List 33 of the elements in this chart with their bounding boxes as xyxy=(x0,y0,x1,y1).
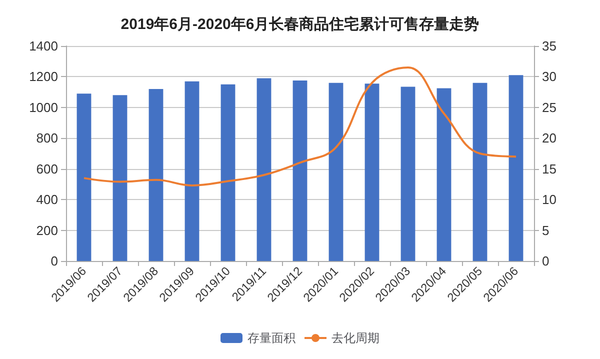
y-tick-label: 0 xyxy=(50,254,58,268)
legend-label: 存量面积 xyxy=(248,331,296,345)
y-tick-label: 200 xyxy=(36,222,58,238)
y2-tick-label: 15 xyxy=(542,161,556,176)
y2-tick-label: 5 xyxy=(542,222,550,238)
bar xyxy=(328,82,344,261)
y-tick-label: 400 xyxy=(36,192,58,208)
chart-title: 2019年6月-2020年6月长春商品住宅累计可售存量走势 xyxy=(120,15,480,33)
bar xyxy=(76,94,92,261)
bar xyxy=(148,89,164,261)
bar xyxy=(220,84,236,261)
y-tick-label: 1400 xyxy=(29,38,58,54)
legend-label: 去化周期 xyxy=(332,331,380,345)
y2-tick-label: 30 xyxy=(542,69,556,84)
bar xyxy=(184,81,200,261)
y2-tick-label: 0 xyxy=(542,254,550,268)
y2-tick-label: 10 xyxy=(542,192,556,208)
bar xyxy=(364,84,380,261)
y-tick-label: 1200 xyxy=(29,69,58,84)
y-tick-label: 800 xyxy=(36,130,58,146)
line-series xyxy=(83,66,517,186)
bar xyxy=(400,86,416,261)
y2-tick-label: 25 xyxy=(542,100,556,115)
bar xyxy=(472,82,488,261)
bar xyxy=(256,78,272,261)
bar xyxy=(436,88,452,261)
bar xyxy=(112,95,128,261)
y2-tick-label: 20 xyxy=(542,130,556,146)
y-tick-label: 1000 xyxy=(29,100,58,115)
y-tick-label: 600 xyxy=(36,161,58,176)
bar xyxy=(508,75,524,261)
bar xyxy=(292,80,308,261)
y2-tick-label: 35 xyxy=(542,38,556,54)
